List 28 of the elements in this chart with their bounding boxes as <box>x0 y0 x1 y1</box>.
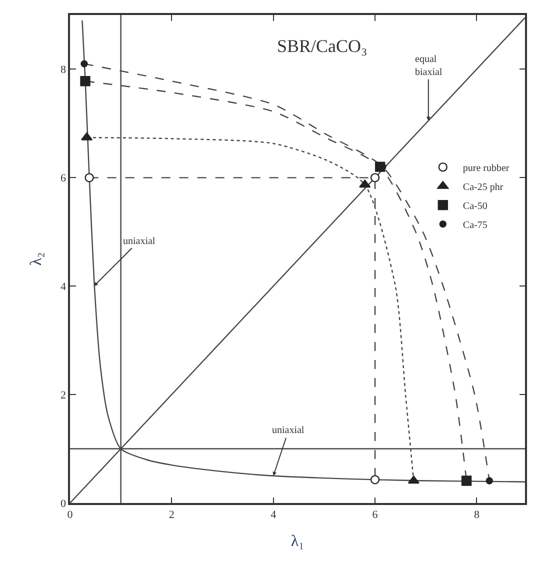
point <box>408 476 420 484</box>
y-tick-label: 4 <box>60 280 67 293</box>
text: SBR/CaCO₃ <box>277 36 368 56</box>
point <box>80 60 88 68</box>
x-axis-title: λ₁ <box>290 533 304 550</box>
annotation: uniaxial <box>123 236 156 247</box>
legend-label: Ca-75 <box>462 220 488 231</box>
point <box>370 475 380 484</box>
point <box>370 173 380 182</box>
annotation: equal biaxial <box>415 54 442 78</box>
y-tick-label: 0 <box>60 498 67 510</box>
point <box>359 180 371 188</box>
x-tick-label: 6 <box>372 508 378 521</box>
y-tick-label: 8 <box>60 64 67 76</box>
legend-label: Ca-25 phr <box>462 182 504 193</box>
x-tick-label: 4 <box>270 508 277 521</box>
point <box>486 477 494 484</box>
legend-label: pure rubber <box>462 162 510 174</box>
point <box>461 476 472 486</box>
y-tick-label: 6 <box>60 172 67 185</box>
point <box>84 173 94 182</box>
point <box>80 76 90 86</box>
legend-label: Ca-50 <box>462 200 488 212</box>
x-tick-label: 8 <box>474 508 480 521</box>
y-axis-title: λ₂ <box>28 252 45 266</box>
x-tick-label: 2 <box>168 508 174 521</box>
annotation: uniaxial <box>272 425 304 436</box>
y-tick-label: 2 <box>60 389 66 402</box>
